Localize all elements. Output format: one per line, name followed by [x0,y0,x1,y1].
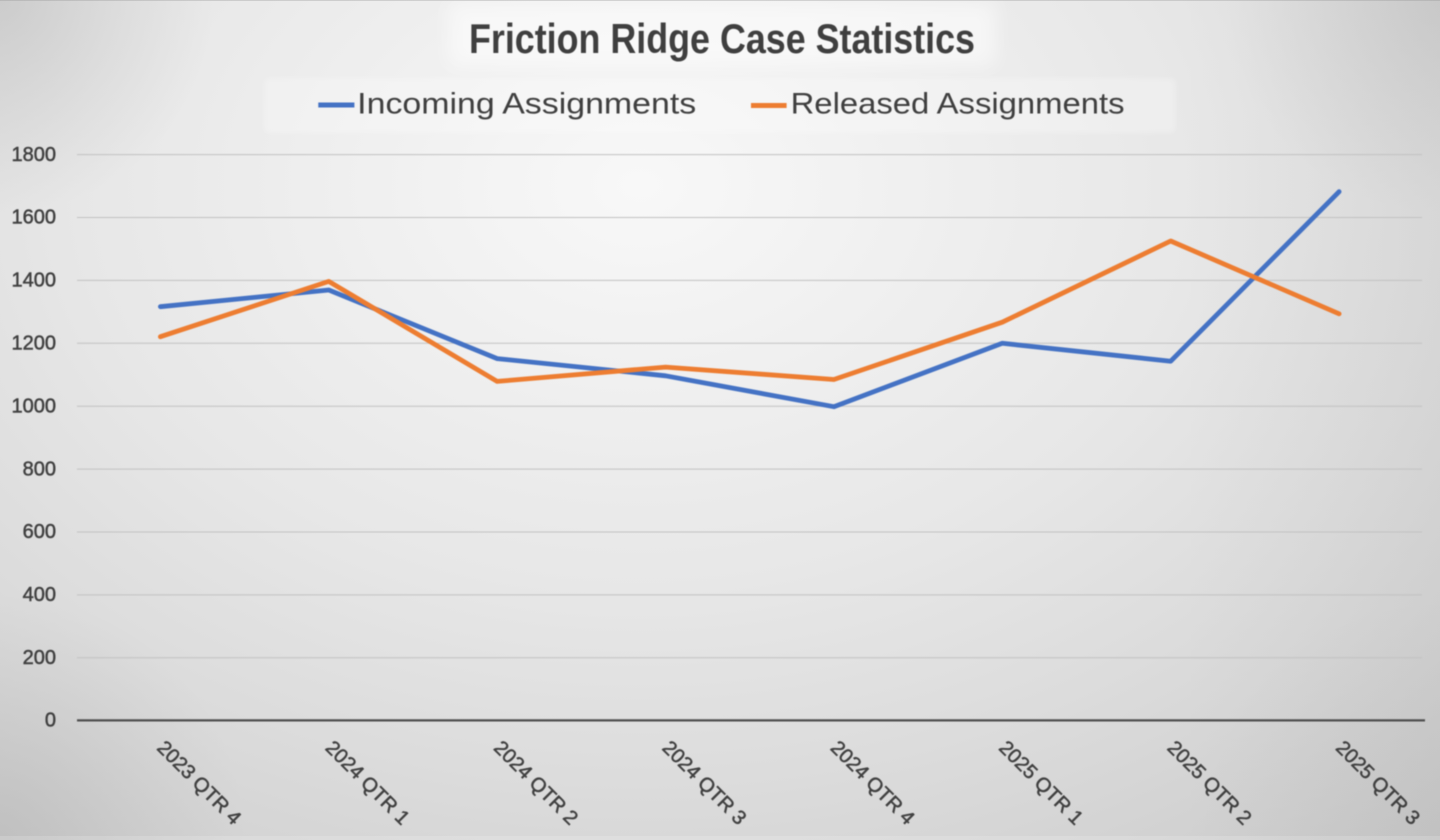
svg-text:600: 600 [23,521,56,543]
svg-text:800: 800 [23,458,56,480]
svg-text:2024 QTR 1: 2024 QTR 1 [321,737,414,830]
svg-text:200: 200 [23,647,56,669]
svg-text:1400: 1400 [12,270,57,292]
svg-text:0: 0 [45,710,56,732]
svg-text:1200: 1200 [12,333,57,355]
svg-text:2025 QTR 1: 2025 QTR 1 [994,737,1087,830]
svg-text:1600: 1600 [12,207,57,229]
svg-text:2025 QTR 3: 2025 QTR 3 [1331,737,1424,830]
svg-text:2024 QTR 4: 2024 QTR 4 [826,737,919,830]
svg-text:2024 QTR 3: 2024 QTR 3 [658,737,751,830]
svg-text:2023 QTR 4: 2023 QTR 4 [152,737,245,830]
svg-text:1000: 1000 [12,395,57,417]
svg-text:1800: 1800 [12,144,57,166]
svg-text:2024 QTR 2: 2024 QTR 2 [489,737,582,830]
svg-text:400: 400 [23,584,56,606]
svg-text:Released Assignments: Released Assignments [791,87,1125,120]
svg-text:2025 QTR 2: 2025 QTR 2 [1163,737,1256,830]
svg-text:Incoming Assignments: Incoming Assignments [357,87,696,120]
svg-text:Friction Ridge Case Statistics: Friction Ridge Case Statistics [469,15,975,62]
